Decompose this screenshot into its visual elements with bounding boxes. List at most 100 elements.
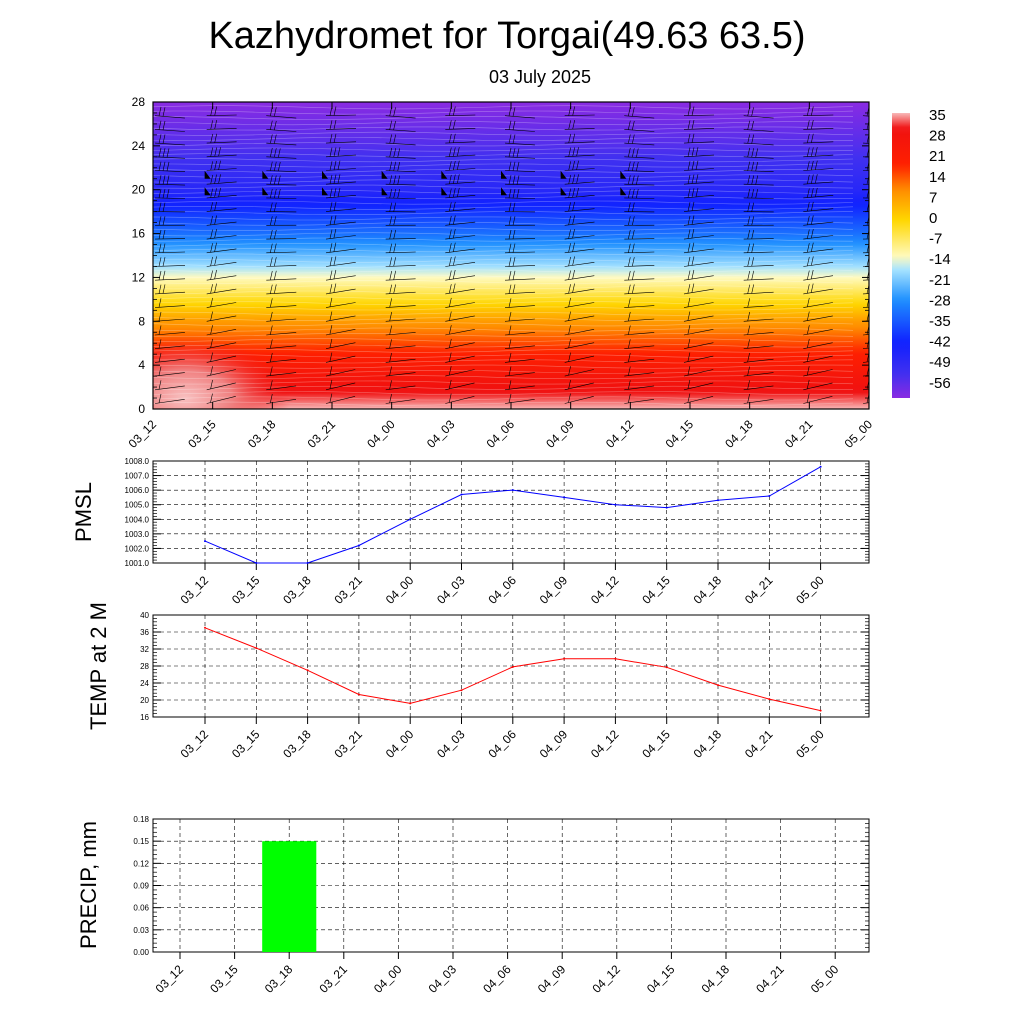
temp-ytick-label: 40 (140, 611, 149, 620)
temp-ytick-label: 20 (140, 696, 149, 705)
wind-barb (683, 262, 714, 267)
wind-barb (154, 291, 186, 295)
wind-barb (683, 128, 715, 130)
wind-barb (445, 114, 476, 116)
wind-barb (385, 115, 416, 119)
wind-barb (803, 288, 833, 295)
wind-pennant (560, 170, 567, 179)
wind-barb (743, 358, 774, 363)
precip-xtick-label: 04_06 (480, 962, 514, 996)
cs-xtick-label: 05_00 (842, 417, 876, 451)
wind-barb (743, 305, 774, 308)
wind-barb (564, 128, 595, 130)
precip-panel: 03_12 03_15 03_18 03_21 04_00 04_03 04_06 04_09… (76, 815, 870, 996)
wind-barb (624, 278, 655, 281)
precip-bars (262, 841, 317, 952)
precip-xtick-label: 04_15 (644, 962, 678, 996)
wind-barb (266, 305, 297, 308)
temp-xtick-label: 04_09 (537, 727, 571, 761)
wind-pennant (501, 170, 507, 179)
pmsl-ytick-label: 1002.0 (125, 544, 150, 553)
wind-barb (154, 278, 186, 281)
temp-ytick-label: 32 (140, 645, 149, 654)
wind-barb (206, 195, 237, 199)
cs-ytick-label: 12 (132, 270, 146, 284)
wind-barb (803, 369, 833, 377)
wind-barb (154, 197, 186, 199)
wind-barb (154, 399, 185, 404)
wind-barb (624, 291, 655, 295)
wind-barb (803, 355, 833, 363)
wind-barb (385, 197, 416, 199)
precip-ytick-label: 0.03 (133, 926, 149, 935)
temp-data-point (768, 698, 771, 701)
wind-barb (385, 265, 416, 267)
wind-barb (325, 396, 356, 404)
wind-barb (504, 170, 536, 172)
precip-ytick-label: 0.09 (133, 882, 149, 891)
colorbar-label: -35 (929, 313, 951, 330)
wind-barb (743, 156, 774, 159)
wind-barb (803, 262, 834, 267)
wind-barb (385, 305, 416, 308)
temp-xtick-label: 04_06 (485, 727, 519, 761)
wind-barb (683, 302, 714, 308)
wind-barb (564, 382, 594, 391)
pmsl-data-point (614, 503, 617, 506)
wind-barb (154, 332, 185, 336)
wind-barb (445, 355, 475, 363)
temp-data-point (665, 666, 668, 669)
wind-barb (624, 332, 655, 336)
precip-xtick-label: 04_09 (535, 962, 569, 996)
temp-xtick-label: 03_21 (332, 727, 366, 761)
pmsl-ytick-label: 1001.0 (125, 559, 150, 568)
wind-barb (266, 385, 297, 391)
wind-barb (683, 235, 714, 240)
wind-barb (743, 142, 774, 146)
wind-barb (803, 195, 834, 199)
wind-barb (266, 372, 297, 377)
temp-data-point (563, 657, 566, 660)
pmsl-ytick-label: 1005.0 (125, 501, 150, 510)
wind-barb (564, 369, 594, 377)
wind-barb (445, 275, 476, 281)
wind-barb (325, 128, 357, 130)
wind-barb (266, 278, 297, 281)
temp-data-point (306, 669, 309, 672)
wind-barb (803, 396, 833, 404)
cs-ytick-label: 24 (132, 139, 146, 153)
wind-barb (743, 170, 774, 172)
temp-xtick-label: 03_15 (229, 727, 263, 761)
cross-section-panel: 0 4 8 12 16 20 24 28 03_12 03_15 03_18 03_21 04_00 04… (126, 95, 876, 451)
wind-barb (385, 318, 416, 322)
cs-xtick-label: 04_15 (663, 417, 697, 451)
wind-barb (504, 372, 535, 377)
wind-barb (325, 235, 356, 240)
chart-title: Kazhydromet for Torgai(49.63 63.5) (208, 15, 805, 57)
wind-barb (325, 195, 356, 199)
colorbar-label: -14 (929, 251, 951, 268)
wind-barb (803, 168, 834, 171)
precip-xtick-label: 05_00 (808, 962, 842, 996)
wind-barb (206, 288, 237, 295)
precip-xtick-label: 04_03 (426, 962, 460, 996)
wind-barb (683, 168, 714, 171)
wind-barb (154, 129, 185, 132)
colorbar-label: -49 (929, 354, 951, 371)
wind-barb (154, 251, 186, 254)
pmsl-data-point (357, 544, 360, 547)
wind-barb (624, 129, 655, 132)
wind-barb (385, 251, 416, 254)
wind-barb (206, 355, 237, 363)
wind-barb (206, 181, 237, 185)
wind-barb (683, 275, 714, 281)
wind-barb (683, 342, 714, 349)
wind-pennant (204, 187, 211, 196)
wind-barb (325, 208, 356, 212)
wind-barb (445, 302, 475, 308)
pmsl-data-point (409, 518, 412, 521)
wind-barb (154, 115, 185, 119)
pmsl-xtick-label: 04_00 (383, 573, 417, 607)
wind-barb (624, 115, 655, 119)
